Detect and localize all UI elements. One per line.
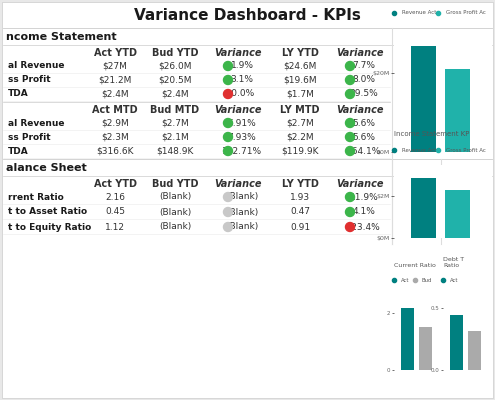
Text: LY MTD: LY MTD	[280, 105, 320, 115]
Bar	[401, 308, 414, 370]
Bar	[411, 46, 436, 152]
Bar	[446, 69, 470, 152]
Bar	[411, 178, 436, 238]
Bar	[450, 315, 463, 370]
Text: $21.2M: $21.2M	[99, 76, 132, 84]
Text: $20.5M: $20.5M	[158, 76, 192, 84]
Text: 11.9%: 11.9%	[349, 192, 378, 202]
Text: Act MTD: Act MTD	[92, 105, 138, 115]
Text: Variance: Variance	[214, 105, 262, 115]
Text: $19.6M: $19.6M	[283, 76, 317, 84]
Text: $1.7M: $1.7M	[286, 90, 314, 98]
Text: $316.6K: $316.6K	[96, 146, 134, 156]
Text: Current Ratio: Current Ratio	[394, 262, 436, 268]
Text: $148.9K: $148.9K	[156, 146, 194, 156]
Text: 3.1%: 3.1%	[231, 76, 253, 84]
Text: $26.0M: $26.0M	[158, 62, 192, 70]
Text: 0.47: 0.47	[290, 208, 310, 216]
Text: $119.9K: $119.9K	[281, 146, 319, 156]
Circle shape	[224, 222, 233, 232]
Text: 7.93%: 7.93%	[228, 132, 256, 142]
Circle shape	[346, 208, 354, 216]
Text: ss Profit: ss Profit	[8, 76, 50, 84]
Text: rrent Ratio: rrent Ratio	[8, 192, 64, 202]
Text: Revenue Act: Revenue Act	[402, 10, 436, 15]
Circle shape	[346, 62, 354, 70]
Text: Act YTD: Act YTD	[94, 179, 137, 189]
Text: (Blank): (Blank)	[226, 222, 258, 232]
Text: $2.1M: $2.1M	[161, 132, 189, 142]
Circle shape	[346, 76, 354, 84]
Text: -23.4%: -23.4%	[348, 222, 380, 232]
Text: Variance: Variance	[336, 48, 384, 58]
Text: alance Sheet: alance Sheet	[6, 163, 87, 173]
Circle shape	[346, 146, 354, 156]
Text: Bud MTD: Bud MTD	[150, 105, 199, 115]
Circle shape	[224, 208, 233, 216]
Text: Income Statement KP: Income Statement KP	[394, 131, 469, 137]
Circle shape	[346, 90, 354, 98]
Text: 0.91: 0.91	[290, 222, 310, 232]
Text: 4.1%: 4.1%	[352, 208, 375, 216]
Circle shape	[224, 90, 233, 98]
Text: 6.91%: 6.91%	[228, 118, 256, 128]
Text: $2.2M: $2.2M	[286, 132, 314, 142]
Text: 1.12: 1.12	[105, 222, 125, 232]
Text: LY YTD: LY YTD	[282, 179, 318, 189]
Text: t to Equity Ratio: t to Equity Ratio	[8, 222, 91, 232]
Text: TDA: TDA	[8, 90, 29, 98]
Text: -0.0%: -0.0%	[229, 90, 255, 98]
Text: 2.16: 2.16	[105, 192, 125, 202]
Bar	[468, 331, 481, 370]
Text: $2.7M: $2.7M	[161, 118, 189, 128]
Text: 39.5%: 39.5%	[349, 90, 378, 98]
Text: 112.71%: 112.71%	[222, 146, 262, 156]
Text: Variance: Variance	[336, 105, 384, 115]
Bar	[446, 190, 470, 238]
Text: Variance Dashboard - KPIs: Variance Dashboard - KPIs	[134, 8, 360, 24]
Text: $27M: $27M	[102, 62, 127, 70]
Text: Bud YTD: Bud YTD	[152, 48, 198, 58]
Text: 164.1%: 164.1%	[347, 146, 381, 156]
Text: 0.45: 0.45	[105, 208, 125, 216]
Text: (Blank): (Blank)	[226, 192, 258, 202]
Circle shape	[224, 146, 233, 156]
Text: t to Asset Ratio: t to Asset Ratio	[8, 208, 87, 216]
Text: Revenue Act: Revenue Act	[402, 148, 436, 153]
Text: Variance: Variance	[214, 179, 262, 189]
Text: $2.7M: $2.7M	[286, 118, 314, 128]
Text: (Blank): (Blank)	[159, 192, 191, 202]
Text: LY YTD: LY YTD	[282, 48, 318, 58]
Text: Debt T
Ratio: Debt T Ratio	[443, 257, 464, 268]
Circle shape	[346, 222, 354, 232]
Text: Gross Profit Ac: Gross Profit Ac	[446, 148, 486, 153]
Text: Variance: Variance	[336, 179, 384, 189]
Text: Bud: Bud	[422, 278, 432, 283]
Text: 5.6%: 5.6%	[352, 118, 376, 128]
Text: Gross Profit Ac: Gross Profit Ac	[446, 10, 486, 15]
Text: Variance: Variance	[214, 48, 262, 58]
Circle shape	[224, 132, 233, 142]
Text: (Blank): (Blank)	[159, 222, 191, 232]
Circle shape	[346, 118, 354, 128]
Text: (Blank): (Blank)	[159, 208, 191, 216]
Text: 8.0%: 8.0%	[352, 76, 376, 84]
Text: $2.3M: $2.3M	[101, 132, 129, 142]
Text: (Blank): (Blank)	[226, 208, 258, 216]
Text: $2.4M: $2.4M	[161, 90, 189, 98]
Bar	[419, 327, 432, 370]
Text: ▶: ▶	[443, 278, 446, 283]
Circle shape	[224, 118, 233, 128]
Text: $24.6M: $24.6M	[283, 62, 317, 70]
Text: Act YTD: Act YTD	[94, 48, 137, 58]
Text: 1.93: 1.93	[290, 192, 310, 202]
Text: 5.6%: 5.6%	[352, 132, 376, 142]
Circle shape	[346, 192, 354, 202]
Text: 7.7%: 7.7%	[352, 62, 376, 70]
Circle shape	[224, 192, 233, 202]
Text: 1.9%: 1.9%	[231, 62, 253, 70]
Text: ncome Statement: ncome Statement	[6, 32, 117, 42]
Text: ss Profit: ss Profit	[8, 132, 50, 142]
Text: al Revenue: al Revenue	[8, 62, 64, 70]
